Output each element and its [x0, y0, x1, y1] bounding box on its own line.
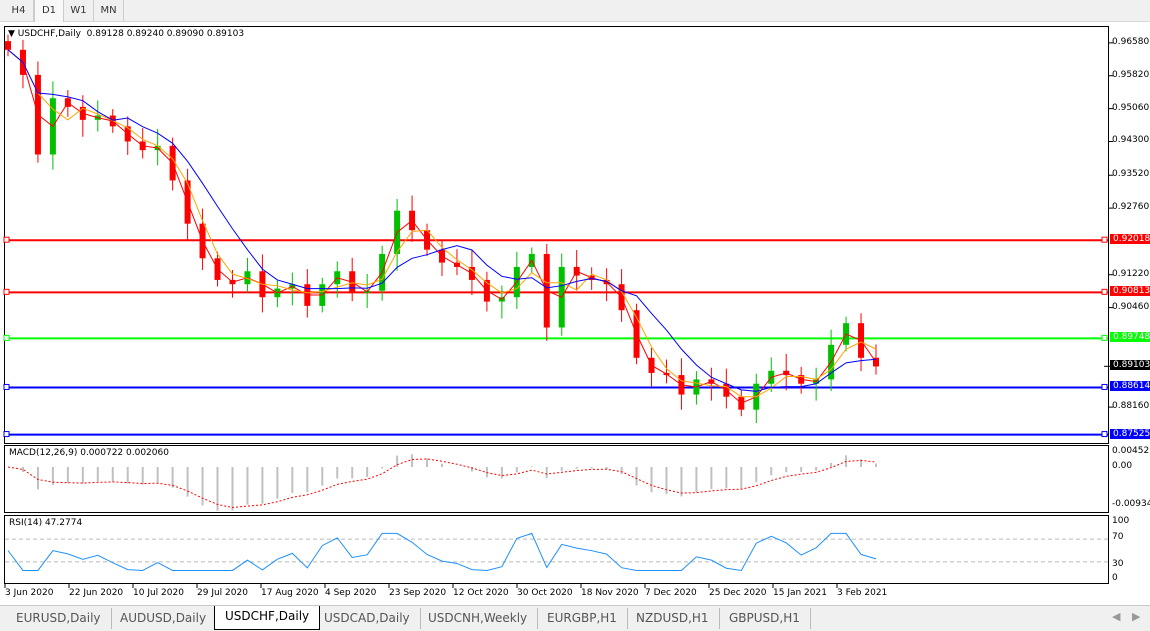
tab-usdchf[interactable]: USDCHF,Daily	[214, 606, 321, 630]
tab-usdcad[interactable]: USDCAD,Daily	[314, 608, 421, 629]
x-tick-label: 23 Sep 2020	[389, 588, 447, 598]
macd-tick: 0.00	[1112, 461, 1133, 471]
level-price-label: 0.89748	[1110, 332, 1150, 343]
tab-eurusd[interactable]: EURUSD,Daily	[6, 608, 112, 629]
macd-signal-line	[7, 458, 877, 509]
x-tick-label: 30 Oct 2020	[517, 588, 573, 598]
tf-h4[interactable]: H4	[4, 0, 34, 22]
level-anchor	[3, 334, 10, 341]
level-anchor	[1101, 383, 1108, 390]
x-tick-label: 4 Sep 2020	[325, 588, 377, 598]
tab-gbpusd[interactable]: GBPUSD,H1	[719, 608, 811, 629]
chart-canvas	[3, 34, 1113, 588]
level-anchor	[1101, 288, 1108, 295]
rsi-title: RSI(14) 47.2774	[9, 518, 83, 528]
level-anchor	[3, 431, 10, 438]
tab-usdcnh[interactable]: USDCNH,Weekly	[418, 608, 539, 629]
chart-ohlc: 0.89128 0.89240 0.89090 0.89103	[86, 29, 245, 39]
chart-symbol: USDCHF,Daily	[17, 29, 81, 39]
y-tick-label: 0.93520	[1112, 169, 1150, 180]
x-tick-label: 22 Jun 2020	[69, 588, 124, 598]
rsi-line	[7, 532, 877, 571]
x-tick-label: 10 Jul 2020	[133, 588, 184, 598]
current-price-label: 0.89103	[1110, 360, 1150, 371]
level-price-label: 0.88614	[1110, 381, 1150, 392]
tf-w1[interactable]: W1	[64, 0, 94, 22]
x-tick-label: 29 Jul 2020	[197, 588, 248, 598]
scroll-right-icon[interactable]: ▶	[1132, 610, 1141, 623]
rsi-tick: 100	[1112, 516, 1130, 526]
chart-tabs: EURUSD,Daily AUDUSD,Daily USDCHF,Daily U…	[0, 605, 1150, 631]
ma-slow-line	[7, 49, 877, 392]
candle-body	[5, 41, 11, 50]
rsi-tick: 0	[1112, 573, 1118, 583]
ma-mid-line	[7, 49, 877, 398]
level-price-label: 0.92018	[1110, 234, 1150, 245]
y-tick-label: 0.88160	[1112, 401, 1150, 412]
x-tick-label: 25 Dec 2020	[709, 588, 767, 598]
y-tick-label: 0.90460	[1112, 301, 1150, 312]
y-tick-label: 0.95060	[1112, 102, 1150, 113]
level-anchor	[3, 383, 10, 390]
y-tick-label: 0.92760	[1112, 202, 1150, 213]
tf-mn[interactable]: MN	[94, 0, 124, 22]
level-anchor	[1101, 334, 1108, 341]
level-anchor	[1101, 236, 1108, 243]
price-pane[interactable]	[4, 26, 1109, 444]
candle-body	[873, 357, 879, 367]
tf-d1[interactable]: D1	[34, 0, 64, 22]
level-anchor	[3, 236, 10, 243]
y-tick-label: 0.96580	[1112, 36, 1150, 47]
x-tick-label: 15 Jan 2021	[773, 588, 827, 598]
x-tick-label: 3 Jun 2020	[5, 588, 54, 598]
level-anchor	[3, 288, 10, 295]
x-tick-label: 3 Feb 2021	[837, 588, 888, 598]
macd-title: MACD(12,26,9) 0.000722 0.002060	[9, 448, 169, 458]
tab-nzdusd[interactable]: NZDUSD,H1	[626, 608, 720, 629]
timeframe-toolbar: H4 D1 W1 MN	[0, 0, 1150, 22]
tab-eurgbp[interactable]: EURGBP,H1	[537, 608, 628, 629]
chart-title-row: ▼ USDCHF,Daily 0.89128 0.89240 0.89090 0…	[8, 29, 244, 39]
x-tick-label: 7 Dec 2020	[645, 588, 697, 598]
scroll-left-icon[interactable]: ◀	[1112, 610, 1121, 623]
level-anchor	[1101, 431, 1108, 438]
y-tick-label: 0.91220	[1112, 268, 1150, 279]
ma-fast-line	[7, 49, 877, 404]
level-price-label: 0.90813	[1110, 286, 1150, 297]
x-tick-label: 18 Nov 2020	[581, 588, 639, 598]
level-price-label: 0.87525	[1110, 428, 1150, 439]
rsi-pane[interactable]	[4, 515, 1109, 584]
x-tick-label: 17 Aug 2020	[261, 588, 319, 598]
tab-audusd[interactable]: AUDUSD,Daily	[110, 608, 218, 629]
rsi-tick: 70	[1112, 532, 1124, 542]
x-tick-label: 12 Oct 2020	[453, 588, 509, 598]
y-tick-label: 0.94300	[1112, 135, 1150, 146]
macd-tick: 0.004527	[1112, 446, 1150, 456]
macd-tick: -0.009348	[1112, 499, 1150, 509]
collapse-triangle-icon[interactable]: ▼	[8, 29, 15, 39]
y-tick-label: 0.95820	[1112, 69, 1150, 80]
rsi-tick: 30	[1112, 559, 1124, 569]
